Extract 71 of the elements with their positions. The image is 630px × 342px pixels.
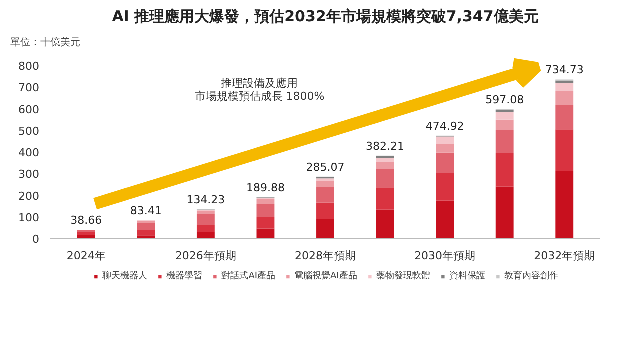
bar: [436, 152, 454, 174]
bar: [496, 153, 514, 187]
bar: [137, 223, 156, 230]
bar: [256, 228, 275, 238]
y-tick-label: 800: [18, 60, 40, 74]
bar: [137, 230, 156, 236]
x-tick-label: 2024年: [66, 250, 106, 262]
bar: [196, 214, 215, 226]
x-tick-label: 2030年預期: [414, 250, 476, 262]
legend-label: 教育內容創作: [504, 270, 558, 282]
bar: [556, 82, 574, 92]
bar: [256, 204, 275, 218]
bar: [376, 170, 394, 188]
total-label: 83.41: [130, 204, 162, 218]
bar: [556, 172, 574, 238]
y-tick-label: 400: [18, 146, 40, 160]
bar: [256, 199, 275, 204]
total-label: 189.88: [246, 181, 285, 194]
legend-label: 對話式AI產品: [222, 270, 276, 282]
bar: [496, 186, 514, 238]
bar: [436, 136, 454, 144]
x-tick-label: 2026年預期: [175, 250, 236, 262]
bar: [316, 181, 334, 188]
x-tick-label: 2028年預期: [295, 250, 356, 262]
total-label: 474.92: [426, 120, 464, 133]
total-label: 382.21: [366, 140, 405, 153]
total-label: 285.07: [306, 160, 345, 174]
y-tick-label: 0: [32, 233, 40, 246]
y-tick-label: 500: [18, 124, 40, 138]
y-tick-label: 100: [18, 211, 40, 224]
legend-label: 資料保護: [449, 270, 486, 282]
bar: [556, 104, 574, 130]
bar: [496, 120, 514, 130]
y-tick-label: 600: [18, 103, 40, 116]
total-label: 597.08: [486, 93, 524, 106]
total-label: 734.73: [545, 64, 584, 77]
total-label: 134.23: [186, 193, 226, 206]
bar: [196, 225, 215, 232]
chart-title: AI 推理應用大爆發，預估2032年市場規模將突破7,347億美元: [112, 8, 539, 26]
bar: [316, 178, 334, 182]
bar: [436, 173, 454, 201]
x-tick-label: 2032年預期: [534, 250, 596, 262]
bar: [496, 112, 514, 120]
bar: [436, 144, 454, 153]
bar: [436, 200, 454, 238]
bar: [376, 158, 394, 162]
legend-label: 電腦視覺AI產品: [294, 270, 358, 282]
bar: [77, 232, 96, 236]
annotation: 推理設備及應用: [221, 76, 298, 90]
bar: [316, 187, 334, 203]
bar: [556, 91, 574, 105]
bar: [556, 130, 574, 172]
total-label: 38.66: [70, 214, 102, 228]
bar: [376, 210, 394, 238]
bar: [196, 211, 215, 214]
bar: [316, 219, 334, 238]
bar: [376, 188, 394, 210]
y-axis-title: 單位：十億美元: [10, 36, 80, 48]
legend-label: 聊天機器人: [102, 270, 148, 282]
legend-label: 藥物發現軟體: [376, 270, 430, 282]
legend-label: 機器學習: [166, 270, 203, 282]
y-tick-label: 700: [18, 82, 40, 95]
bar: [196, 232, 215, 238]
y-tick-label: 300: [18, 168, 40, 182]
bar: [256, 218, 275, 229]
bar: [316, 202, 334, 220]
bar: [376, 162, 394, 170]
y-tick-label: 200: [18, 190, 40, 203]
bar: [137, 220, 156, 224]
annotation: 市場規模預估成長 1800%: [194, 90, 325, 103]
bar: [496, 130, 514, 154]
